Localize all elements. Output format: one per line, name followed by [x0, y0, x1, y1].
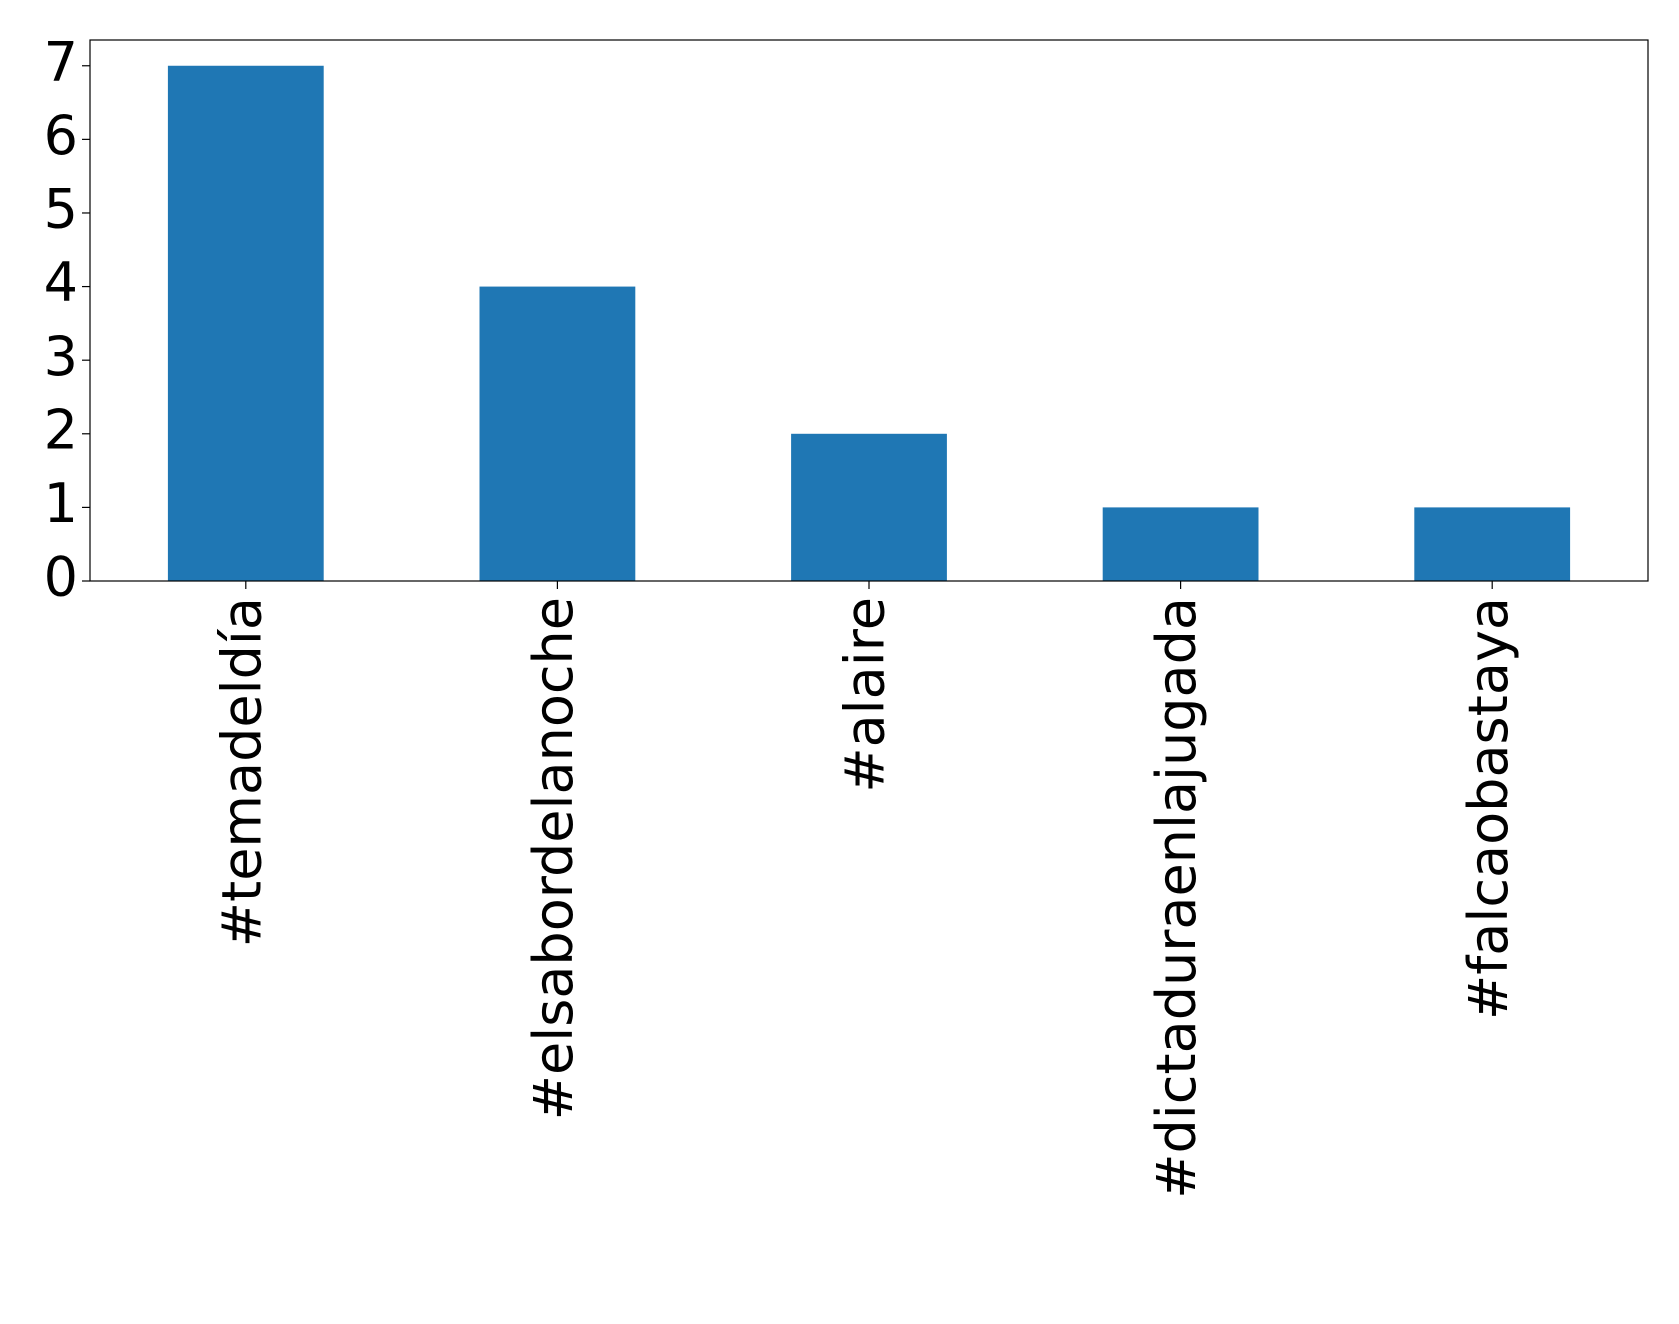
y-tick-label: 7: [44, 30, 78, 93]
y-tick-label: 0: [44, 546, 78, 609]
bar: [1414, 507, 1571, 581]
x-tick-label: #dictaduraenlajugada: [1145, 597, 1208, 1199]
y-tick-label: 6: [44, 104, 78, 167]
x-tick-label: #falcaobastaya: [1457, 597, 1520, 1020]
x-tick-label: #temadeldía: [210, 597, 273, 947]
x-tick-label: #alaire: [834, 597, 897, 793]
y-tick-label: 2: [44, 398, 78, 461]
bar: [479, 286, 636, 581]
bar: [1102, 507, 1259, 581]
plot-frame: [89, 39, 1649, 582]
y-tick-label: 3: [44, 325, 78, 388]
x-tick-label: #elsabordelanoche: [522, 597, 585, 1120]
y-tick-label: 5: [44, 178, 78, 241]
y-tick-label: 1: [44, 472, 78, 535]
bar: [791, 433, 947, 581]
bar: [167, 65, 324, 581]
y-tick-label: 4: [44, 251, 78, 314]
